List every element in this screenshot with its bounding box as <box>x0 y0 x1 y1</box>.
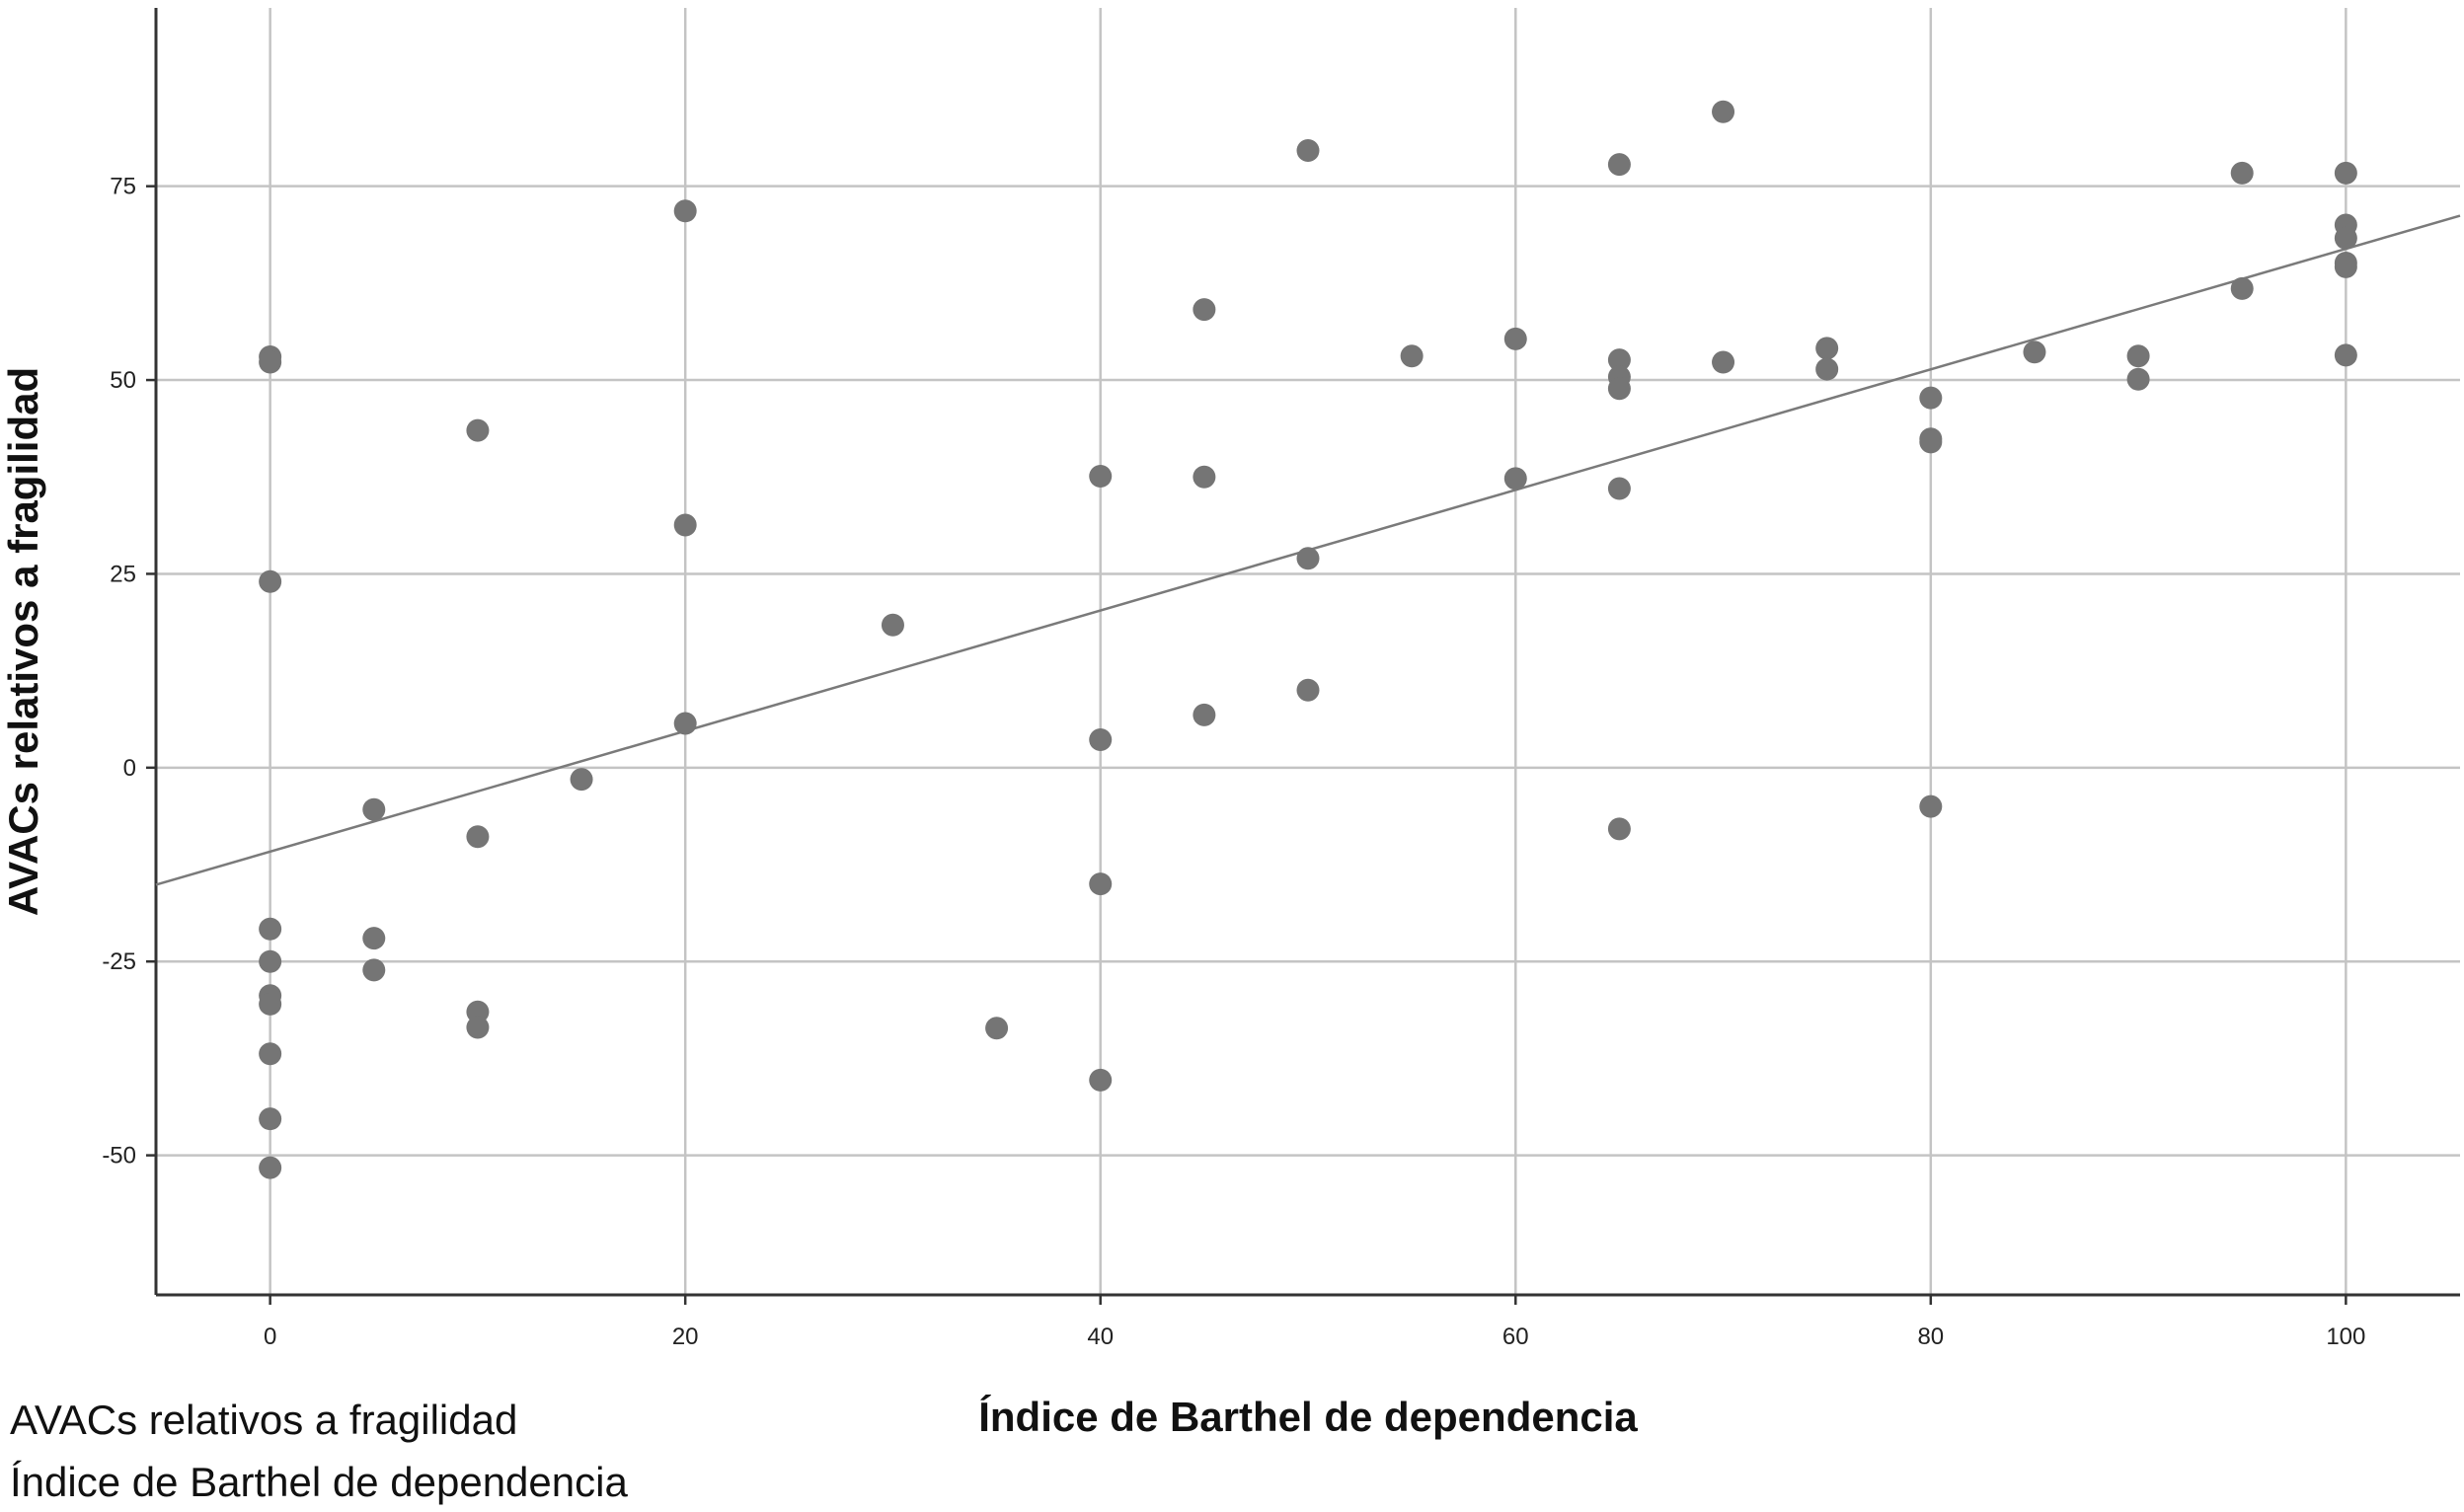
data-point <box>2126 344 2150 368</box>
x-tick-label: 100 <box>2326 1323 2365 1350</box>
data-point <box>2126 367 2150 391</box>
data-point <box>466 418 490 442</box>
data-point <box>1089 872 1113 896</box>
data-point <box>259 1107 282 1131</box>
data-point <box>259 1042 282 1066</box>
y-tick-label: 0 <box>123 755 136 782</box>
data-point <box>1919 794 1943 818</box>
data-point <box>1607 348 1631 372</box>
data-point <box>1607 477 1631 500</box>
data-point <box>1607 153 1631 177</box>
data-point <box>2334 255 2357 278</box>
data-point <box>673 199 697 223</box>
data-point <box>1296 139 1320 163</box>
data-point <box>1607 817 1631 841</box>
x-tick-label: 40 <box>1087 1323 1114 1350</box>
data-point <box>1712 100 1735 123</box>
data-point <box>1503 467 1527 491</box>
axes <box>146 8 2460 1305</box>
data-point <box>1296 678 1320 702</box>
data-point <box>1503 327 1527 350</box>
y-tick-label: 50 <box>110 367 136 394</box>
data-point <box>673 513 697 537</box>
data-point <box>1712 350 1735 374</box>
data-point <box>1815 357 1839 381</box>
data-point <box>2230 276 2254 300</box>
data-point <box>1400 344 1424 368</box>
x-tick-label: 0 <box>264 1323 276 1350</box>
data-point <box>1815 337 1839 360</box>
data-point <box>1193 703 1216 726</box>
y-tick-labels: 75 50 25 0 -25 -50 <box>102 174 136 1170</box>
y-tick-label: 25 <box>110 561 136 587</box>
data-point <box>1193 465 1216 489</box>
x-axis-title: Índice de Barthel de dependencia <box>978 1394 1638 1440</box>
data-point <box>2023 340 2046 364</box>
data-point <box>1296 547 1320 570</box>
data-point <box>259 1156 282 1179</box>
data-point <box>466 825 490 849</box>
data-point <box>1193 298 1216 322</box>
data-point <box>259 569 282 593</box>
data-point <box>2334 161 2357 185</box>
data-point <box>259 949 282 973</box>
data-point <box>1089 464 1113 488</box>
data-point <box>2334 226 2357 250</box>
caption-line-2: Índice de Barthel de dependencia <box>10 1459 628 1505</box>
data-point <box>259 917 282 941</box>
data-point <box>259 992 282 1016</box>
data-point <box>2334 343 2357 367</box>
x-tick-label: 60 <box>1502 1323 1529 1350</box>
y-tick-label: -50 <box>102 1143 136 1170</box>
data-points <box>259 100 2357 1179</box>
data-point <box>1089 728 1113 752</box>
data-point <box>1919 386 1943 410</box>
data-point <box>1607 377 1631 401</box>
data-point <box>466 1000 490 1023</box>
data-point <box>259 350 282 374</box>
y-tick-label: -25 <box>102 948 136 975</box>
data-point <box>362 958 386 982</box>
grid-lines <box>156 8 2460 1295</box>
data-point <box>570 768 593 792</box>
data-point <box>2230 161 2254 185</box>
data-point <box>881 613 904 637</box>
caption-line-1: AVACs relativos a fragilidad <box>10 1397 518 1443</box>
data-point <box>1089 1068 1113 1092</box>
x-tick-label: 80 <box>1917 1323 1944 1350</box>
y-axis-title: AVACs relativos a fragilidad <box>0 367 46 916</box>
x-tick-label: 20 <box>672 1323 699 1350</box>
data-point <box>985 1017 1009 1040</box>
data-point <box>673 712 697 735</box>
data-point <box>1919 430 1943 454</box>
data-point <box>362 797 386 821</box>
data-point <box>362 927 386 950</box>
data-point <box>466 1016 490 1039</box>
x-tick-labels: 0 20 40 60 80 100 <box>264 1323 2365 1350</box>
y-tick-label: 75 <box>110 174 136 200</box>
